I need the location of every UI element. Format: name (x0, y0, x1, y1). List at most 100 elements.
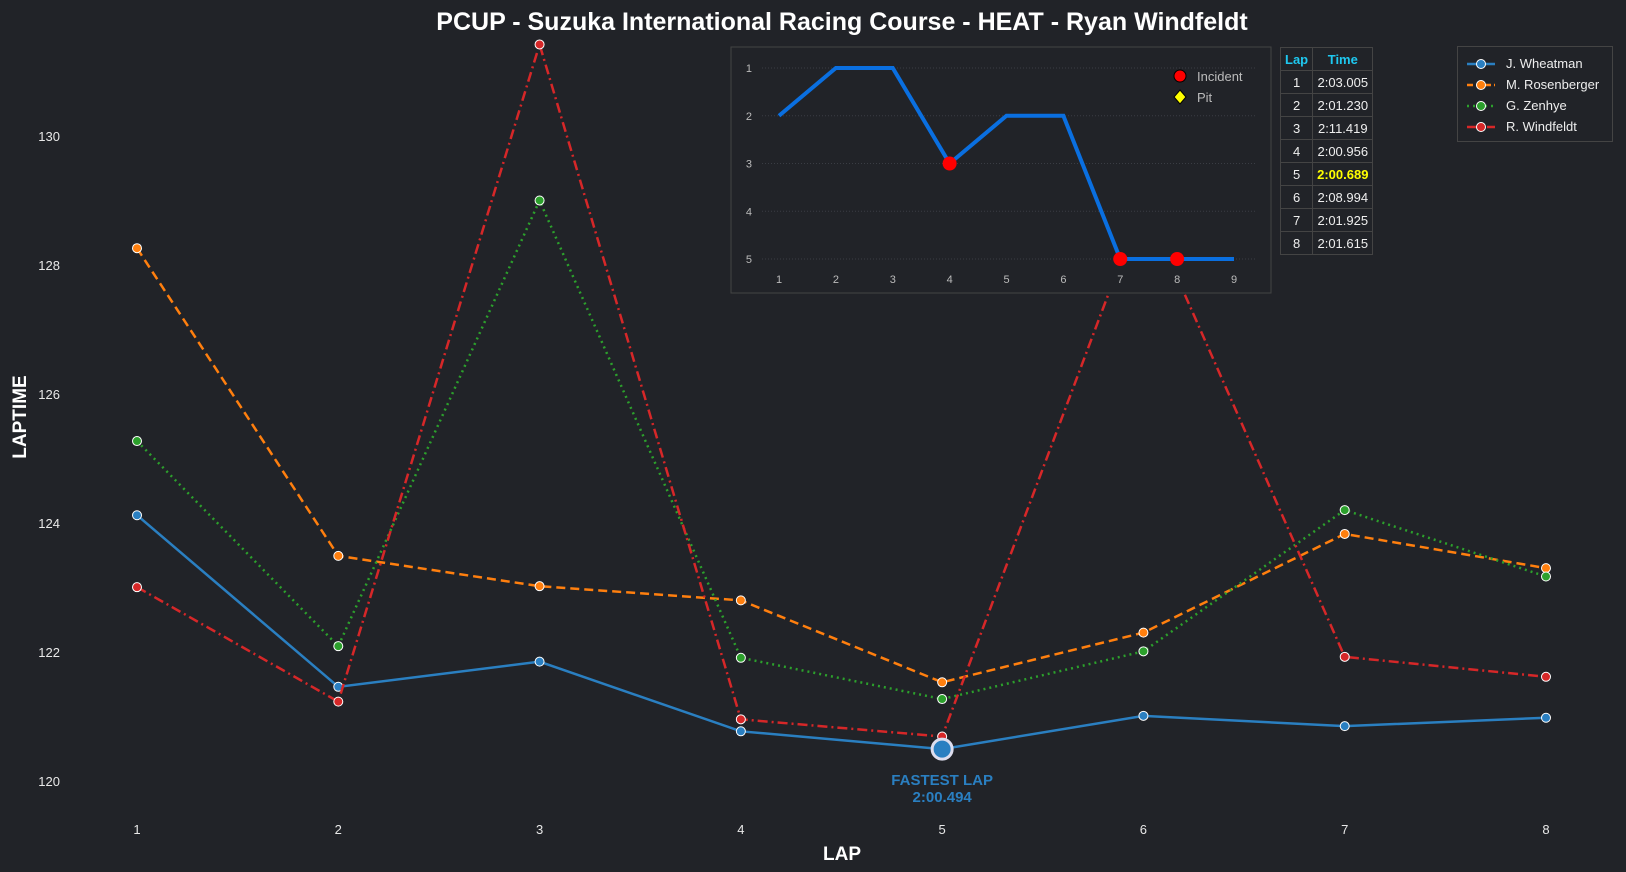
data-point (132, 436, 142, 447)
data-point (1339, 651, 1350, 662)
fastest-lap-marker (930, 737, 954, 761)
data-point (1541, 671, 1551, 682)
lap-number-cell: 4 (1279, 139, 1314, 163)
data-point (735, 714, 746, 725)
y-axis-label: LAPTIME (10, 375, 31, 458)
legend-label: G. Zenhye (1506, 98, 1567, 113)
legend: J. Wheatman M. Rosenberger G. Zenhye R. Win… (1457, 46, 1613, 142)
legend-item: J. Wheatman (1466, 53, 1612, 74)
inset-y-tick: 4 (746, 206, 752, 218)
lap-number-cell: 5 (1279, 162, 1314, 186)
data-point (333, 641, 344, 652)
y-tick-label: 128 (38, 258, 60, 273)
lap-number-cell: 3 (1279, 116, 1314, 140)
legend-item: R. Windfeldt (1466, 116, 1612, 137)
series-line-0 (136, 514, 1547, 751)
inset-x-tick: 3 (890, 274, 896, 286)
lap-time-cell: 2:01.230 (1312, 93, 1374, 117)
table-header-time: Time (1312, 47, 1374, 71)
lap-time-cell: 2:00.956 (1312, 139, 1374, 163)
table-row: 8 2:01.615 (1279, 231, 1374, 255)
data-point (735, 595, 746, 606)
data-point (534, 581, 545, 592)
table-header-lap: Lap (1279, 47, 1314, 71)
inset-x-tick: 1 (776, 274, 782, 286)
x-tick-label: 8 (1542, 822, 1549, 837)
x-tick-label: 5 (939, 822, 946, 837)
data-point (1339, 505, 1350, 516)
incident-marker (1170, 252, 1185, 266)
legend-line-icon (1467, 100, 1495, 111)
data-point (1339, 721, 1350, 732)
data-point (1138, 646, 1149, 657)
chart-title: PCUP - Suzuka International Racing Cours… (436, 8, 1248, 36)
legend-label: R. Windfeldt (1506, 119, 1577, 134)
table-row: 7 2:01.925 (1279, 208, 1374, 232)
lap-number-cell: 2 (1279, 93, 1314, 117)
lap-time-cell: 2:11.419 (1312, 116, 1374, 140)
legend-line-icon (1467, 58, 1495, 69)
inset-x-tick: 5 (1003, 274, 1009, 286)
position-inset (730, 46, 1272, 294)
data-point (534, 39, 545, 50)
data-point (735, 652, 746, 663)
lap-times-table: Lap Time 1 2:03.005 2 2:01.230 3 2:11.419 4 2:0… (1279, 47, 1374, 255)
lap-time-cell: 2:08.994 (1312, 185, 1374, 209)
data-point (1541, 712, 1551, 723)
data-point (1541, 563, 1551, 574)
inset-x-tick: 9 (1231, 274, 1237, 286)
data-point (1138, 710, 1149, 721)
legend-label: M. Rosenberger (1506, 77, 1600, 92)
table-row: 1 2:03.005 (1279, 70, 1374, 94)
lap-number-cell: 1 (1279, 70, 1314, 94)
y-tick-label: 122 (38, 645, 60, 660)
legend-item: G. Zenhye (1466, 95, 1612, 116)
inset-x-tick: 7 (1117, 274, 1123, 286)
inset-y-tick: 5 (746, 254, 752, 266)
incident-legend-label: Incident (1197, 69, 1243, 84)
table-row: 5 2:00.689 (1279, 162, 1374, 186)
x-tick-label: 6 (1140, 822, 1147, 837)
fastest-lap-value: 2:00.494 (913, 789, 973, 806)
legend-label: J. Wheatman (1506, 56, 1583, 71)
incident-marker (942, 156, 957, 171)
data-point (1541, 571, 1551, 582)
lap-number-cell: 7 (1279, 208, 1314, 232)
x-tick-label: 1 (133, 822, 140, 837)
table-row: 4 2:00.956 (1279, 139, 1374, 163)
y-tick-label: 126 (38, 387, 60, 402)
inset-y-tick: 1 (746, 63, 752, 75)
pit-legend-icon (1173, 89, 1187, 105)
fastest-lap-label: FASTEST LAP (891, 772, 993, 789)
data-point (1138, 627, 1149, 638)
data-point (937, 677, 948, 688)
lap-time-cell: 2:00.689 (1312, 162, 1374, 186)
lap-number-cell: 6 (1279, 185, 1314, 209)
legend-line-icon (1467, 79, 1495, 90)
data-point (333, 550, 344, 561)
x-tick-label: 7 (1341, 822, 1348, 837)
data-point (132, 510, 142, 521)
series-line-1 (135, 247, 1547, 684)
y-tick-label: 120 (38, 774, 60, 789)
data-point (333, 696, 344, 707)
incident-legend-icon (1173, 69, 1187, 83)
data-point (937, 694, 948, 705)
data-point (132, 582, 142, 593)
position-line (777, 66, 1234, 261)
inset-y-tick: 3 (746, 159, 752, 171)
data-point (735, 726, 746, 737)
data-point (132, 243, 142, 254)
lap-time-cell: 2:01.925 (1312, 208, 1374, 232)
series-line-3 (136, 40, 1547, 738)
lap-time-cell: 2:01.615 (1312, 231, 1374, 255)
table-row: 6 2:08.994 (1279, 185, 1374, 209)
x-tick-label: 2 (335, 822, 342, 837)
lap-time-cell: 2:03.005 (1312, 70, 1374, 94)
table-row: 3 2:11.419 (1279, 116, 1374, 140)
data-point (1339, 528, 1350, 539)
table-row: 2 2:01.230 (1279, 93, 1374, 117)
x-tick-label: 3 (536, 822, 543, 837)
pit-legend-label: Pit (1197, 90, 1213, 105)
